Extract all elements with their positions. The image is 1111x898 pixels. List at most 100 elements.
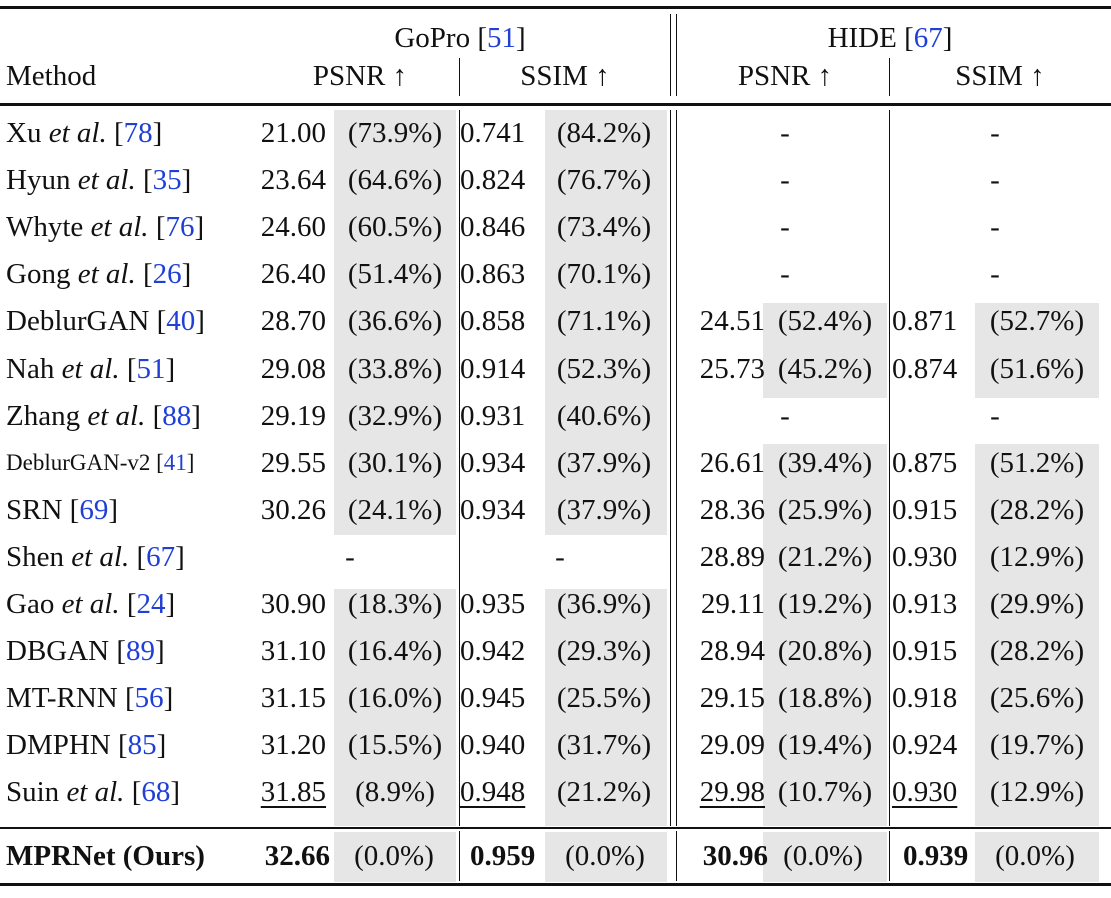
method-base-name: Hyun [6,164,78,197]
bracket: [ [124,682,135,715]
method-name: Zhang et al. [88] [6,398,251,434]
bracket: ] [942,22,953,54]
hide-ssim-percent: (12.9%) [989,540,1085,573]
gopro-psnr-percent: (16.0%) [347,682,443,715]
dataset-header-gopro: GoPro [51] [330,20,590,56]
method-etal: et al. [66,776,125,809]
bracket: [ [118,729,128,762]
gopro-psnr-value: 30.26 [260,493,326,526]
hide-psnr-percent: (39.4%) [777,446,873,479]
hide-ssim-percent: (12.9%) [989,776,1085,809]
bracket: ] [194,211,205,244]
gopro-psnr-value: 24.60 [260,211,326,244]
hide-ssim-percent: (25.6%) [989,682,1085,715]
bracket: ] [163,682,174,715]
dash: - [555,540,565,573]
method-etal: et al. [90,211,149,244]
gopro-ssim-percent: (36.9%) [556,588,652,620]
hide-psnr-value: 26.61 [699,446,765,479]
method-name: Suin et al. [68] [6,774,251,810]
hide-psnr-percent: (21.2%) [777,540,873,573]
hide-psnr-percent: (25.9%) [777,493,873,526]
gopro-psnr-percent: (60.5%) [347,211,443,244]
hide-ssim-percent: (28.2%) [989,635,1085,668]
gopro-ssim-percent: (84.2%) [556,117,652,149]
hide-ssim-value: 0.930 [892,776,958,809]
hide-psnr-percent: (19.4%) [777,729,873,762]
gopro-psnr-pct-shade [334,832,456,882]
method-name: MT-RNN [56] [6,680,251,716]
hide-ssim-pct-shade [975,444,1099,826]
dataset-divider [676,110,678,826]
space [145,400,152,432]
method-name: Hyun et al. [35] [6,162,251,198]
method-base-name: Whyte [6,211,91,244]
gopro-psnr-value: 21.00 [260,117,326,149]
gopro-psnr-percent: (30.1%) [347,446,443,479]
space [124,776,131,808]
gopro-psnr-percent: (16.4%) [347,635,443,668]
ours-gopro-ssim-value: 0.959 [470,840,536,872]
dataset-divider [670,110,672,826]
bracket: [ [156,305,167,338]
hide-psnr-value: 29.11 [700,588,765,620]
gopro-ssim-value: 0.940 [460,729,526,762]
gopro-ssim-percent: (21.2%) [556,776,652,809]
gopro-ssim-percent: (31.7%) [556,729,652,762]
gopro-psnr-percent: (18.3%) [347,588,443,620]
hide-psnr-value: 25.73 [699,352,765,385]
citation-link: 76 [165,211,195,244]
citation-link: 89 [126,635,156,668]
dash: - [990,211,1000,244]
method-etal: et al. [87,399,146,432]
bracket: ] [156,729,167,762]
method-name: Nah et al. [51] [6,351,251,387]
dash: - [780,258,790,291]
gopro-ssim-value: 0.935 [460,588,526,620]
gopro-psnr-value: 31.15 [260,682,326,715]
citation-link: 51 [136,352,166,385]
hide-ssim-value: 0.871 [892,305,958,338]
hide-psnr-pct-shade [763,444,887,826]
dataset-divider [676,831,678,881]
gopro-psnr-value: 23.64 [260,164,326,197]
dataset-name: GoPro [ [394,22,487,54]
bracket: [ [126,352,137,385]
bracket: [ [113,117,124,149]
citation-link: 26 [152,258,182,291]
gopro-psnr-percent: (33.8%) [347,352,443,385]
method-base-name: DMPHN [6,729,118,762]
gopro-ssim-value: 0.934 [460,446,526,479]
bracket: [ [152,399,163,432]
hide-ssim-value: 0.930 [892,540,958,573]
gopro-ssim-percent: (73.4%) [556,211,652,244]
method-base-name: Suin [6,776,67,809]
method-name: DeblurGAN-v2 [41] [6,445,251,481]
method-base-name: Nah [6,352,62,385]
space [120,353,127,385]
method-etal: et al. [77,258,136,291]
dash: - [780,399,790,432]
method-etal: et al. [61,588,120,620]
citation-link: 51 [486,22,516,54]
hide-psnr-pct-shade [763,832,887,882]
gopro-psnr-value: 29.19 [260,399,326,432]
method-name: DBGAN [89] [6,633,251,669]
bracket: [ [155,211,166,244]
space [136,258,143,290]
gopro-psnr-value: 31.20 [260,729,326,762]
metric-header: SSIM ↑ [520,60,610,92]
method-base-name: Gao [6,588,62,620]
dataset-divider [670,14,672,96]
method-base-name: Zhang [6,399,88,432]
bracket: ] [186,449,195,475]
citation-link: 35 [152,164,182,197]
hide-ssim-value: 0.874 [892,352,958,385]
gopro-ssim-percent: (25.5%) [556,682,652,715]
gopro-psnr-percent: (36.6%) [347,305,443,338]
gopro-metric-divider [459,831,461,881]
space [136,164,143,196]
gopro-metric-divider [459,110,461,826]
dash: - [990,164,1000,197]
